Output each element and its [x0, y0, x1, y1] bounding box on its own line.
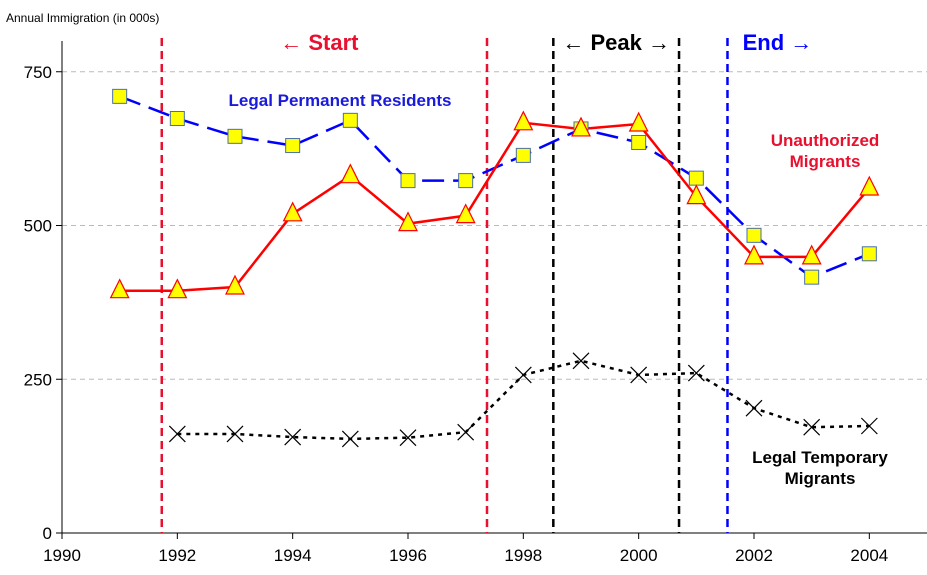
marker	[285, 138, 301, 154]
series-label: Unauthorized Migrants	[770, 131, 880, 171]
marker	[226, 425, 244, 443]
x-tick-label: 1994	[274, 546, 312, 565]
marker	[630, 366, 648, 384]
marker	[399, 429, 417, 447]
series-line	[119, 95, 870, 279]
series-label: Legal Temporary Migrants	[752, 448, 888, 488]
marker	[341, 430, 359, 448]
annotation: ← Peak →	[562, 30, 670, 55]
marker	[457, 423, 475, 441]
marker	[169, 110, 185, 126]
marker	[861, 246, 877, 262]
x-tick-label: 1996	[389, 546, 427, 565]
marker	[458, 173, 474, 189]
annotation: ← Start	[280, 30, 359, 55]
series-line	[119, 121, 871, 292]
marker	[225, 274, 245, 295]
marker	[284, 428, 302, 446]
marker	[109, 278, 130, 299]
marker	[398, 211, 418, 232]
marker	[282, 201, 303, 222]
x-tick-label: 2000	[620, 546, 658, 565]
marker	[514, 366, 532, 384]
marker	[628, 111, 649, 132]
marker	[455, 203, 476, 224]
marker	[744, 244, 764, 265]
y-tick-label: 250	[24, 370, 52, 389]
marker	[804, 269, 820, 285]
marker	[746, 227, 762, 243]
x-tick-label: 1992	[158, 546, 196, 565]
marker	[801, 244, 822, 265]
marker	[513, 110, 534, 131]
marker	[860, 417, 878, 435]
marker	[688, 170, 704, 186]
marker	[515, 147, 531, 163]
marker	[686, 184, 707, 205]
marker	[400, 173, 416, 189]
marker	[631, 134, 647, 150]
x-tick-label: 1998	[504, 546, 542, 565]
x-tick-label: 1990	[43, 546, 81, 565]
marker	[572, 352, 590, 370]
y-tick-label: 750	[24, 63, 52, 82]
marker	[859, 175, 880, 196]
y-tick-label: 500	[24, 217, 52, 236]
series-line	[177, 359, 870, 441]
y-axis-label: Annual Immigration (in 000s)	[6, 11, 159, 25]
marker	[803, 418, 821, 436]
marker	[112, 88, 128, 104]
marker	[571, 116, 591, 137]
marker	[342, 112, 358, 128]
annotation: End →	[743, 30, 813, 55]
marker	[167, 278, 188, 299]
marker	[687, 364, 705, 382]
x-tick-label: 2002	[735, 546, 773, 565]
marker	[168, 425, 186, 443]
marker	[745, 399, 763, 417]
series-label: Legal Permanent Residents	[228, 91, 452, 110]
y-tick-label: 0	[43, 524, 52, 543]
x-tick-label: 2004	[850, 546, 888, 565]
marker	[227, 128, 243, 144]
marker	[340, 163, 361, 184]
